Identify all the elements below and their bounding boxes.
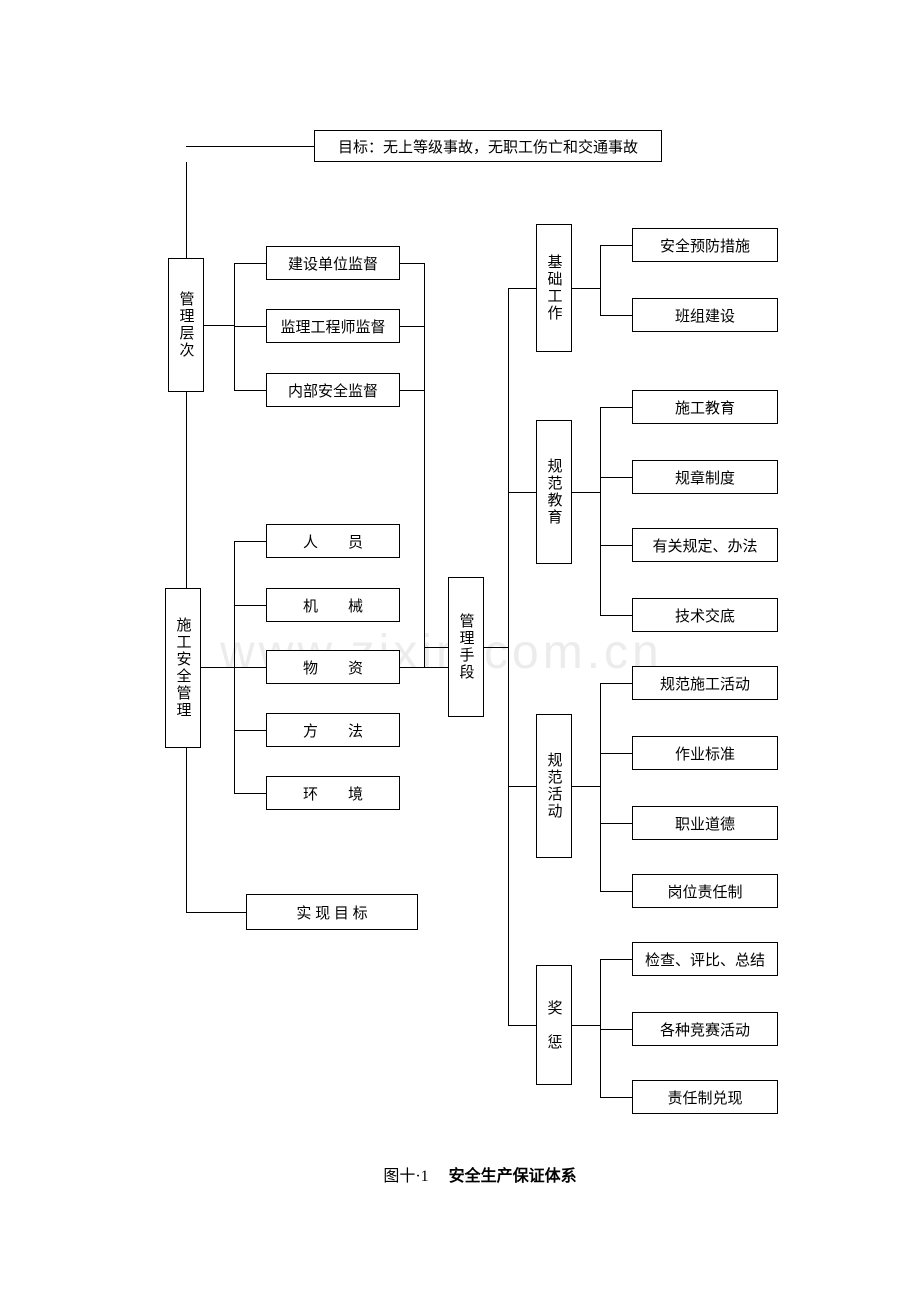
node-materials: 物 资	[266, 650, 400, 684]
caption-label: 图十·1	[383, 1168, 428, 1185]
edge	[572, 288, 600, 289]
node-inspection: 检查、评比、总结	[632, 942, 778, 976]
edge	[508, 1025, 536, 1026]
caption-title: 安全生产保证体系	[449, 1168, 577, 1185]
node-machinery: 机 械	[266, 588, 400, 622]
edge	[600, 891, 632, 892]
edge	[600, 1029, 632, 1030]
edge	[600, 407, 632, 408]
node-environment: 环 境	[266, 776, 400, 810]
edge	[400, 667, 448, 668]
edge	[424, 647, 448, 648]
edge	[600, 959, 632, 960]
edge	[600, 683, 601, 892]
edge	[186, 748, 187, 912]
node-spec-construction: 规范施工活动	[632, 666, 778, 700]
node-tech-disclosure: 技术交底	[632, 598, 778, 632]
edge	[600, 683, 632, 684]
node-related-methods: 有关规定、办法	[632, 528, 778, 562]
edge	[600, 823, 632, 824]
edge	[600, 477, 632, 478]
edge	[186, 392, 187, 588]
edge	[234, 263, 266, 264]
edge	[600, 753, 632, 754]
edge	[600, 407, 601, 616]
node-spec-edu: 规范教育	[536, 420, 572, 564]
node-safety-mgmt: 施工安全管理	[165, 588, 201, 748]
edge	[424, 326, 425, 667]
edge	[600, 545, 632, 546]
node-mgmt-means: 管理手段	[448, 577, 484, 717]
edge	[201, 667, 234, 668]
edge	[234, 730, 266, 731]
edge	[600, 1097, 632, 1098]
node-prevention: 安全预防措施	[632, 228, 778, 262]
edge	[234, 326, 266, 327]
edge	[508, 786, 536, 787]
edge	[600, 245, 632, 246]
edge	[400, 390, 424, 391]
edge	[234, 793, 266, 794]
edge	[508, 288, 509, 1025]
node-supervisor: 监理工程师监督	[266, 309, 400, 343]
edge	[600, 245, 601, 316]
edge	[234, 390, 266, 391]
edge	[400, 326, 424, 327]
edge	[186, 162, 187, 258]
node-mgmt-level: 管理层次	[168, 258, 204, 392]
edge	[572, 1025, 600, 1026]
edge	[572, 492, 600, 493]
node-personnel: 人 员	[266, 524, 400, 558]
edge	[600, 315, 632, 316]
node-achieve-goal: 实 现 目 标	[246, 894, 418, 930]
node-regulations: 规章制度	[632, 460, 778, 494]
node-team-building: 班组建设	[632, 298, 778, 332]
node-resp-fulfillment: 责任制兑现	[632, 1080, 778, 1114]
edge	[600, 615, 632, 616]
edge	[508, 492, 536, 493]
node-goal: 目标：无上等级事故，无职工伤亡和交通事故	[314, 130, 662, 162]
node-ethics: 职业道德	[632, 806, 778, 840]
edge	[234, 667, 266, 668]
edge	[204, 325, 234, 326]
node-spec-activity: 规范活动	[536, 714, 572, 858]
edge	[234, 541, 266, 542]
node-internal: 内部安全监督	[266, 373, 400, 407]
node-construction-unit: 建设单位监督	[266, 246, 400, 280]
edge	[572, 786, 600, 787]
edge	[484, 647, 508, 648]
edge	[400, 263, 424, 264]
edge	[186, 912, 246, 913]
node-construction-edu: 施工教育	[632, 390, 778, 424]
node-responsibility: 岗位责任制	[632, 874, 778, 908]
edge	[508, 288, 536, 289]
figure-caption: 图十·1 安全生产保证体系	[330, 1162, 630, 1186]
node-methods: 方 法	[266, 713, 400, 747]
node-competition: 各种竞赛活动	[632, 1012, 778, 1046]
node-basic-work: 基础工作	[536, 224, 572, 352]
node-work-standard: 作业标准	[632, 736, 778, 770]
node-reward-punish: 奖 惩	[536, 965, 572, 1085]
edge	[234, 605, 266, 606]
edge	[186, 146, 314, 147]
